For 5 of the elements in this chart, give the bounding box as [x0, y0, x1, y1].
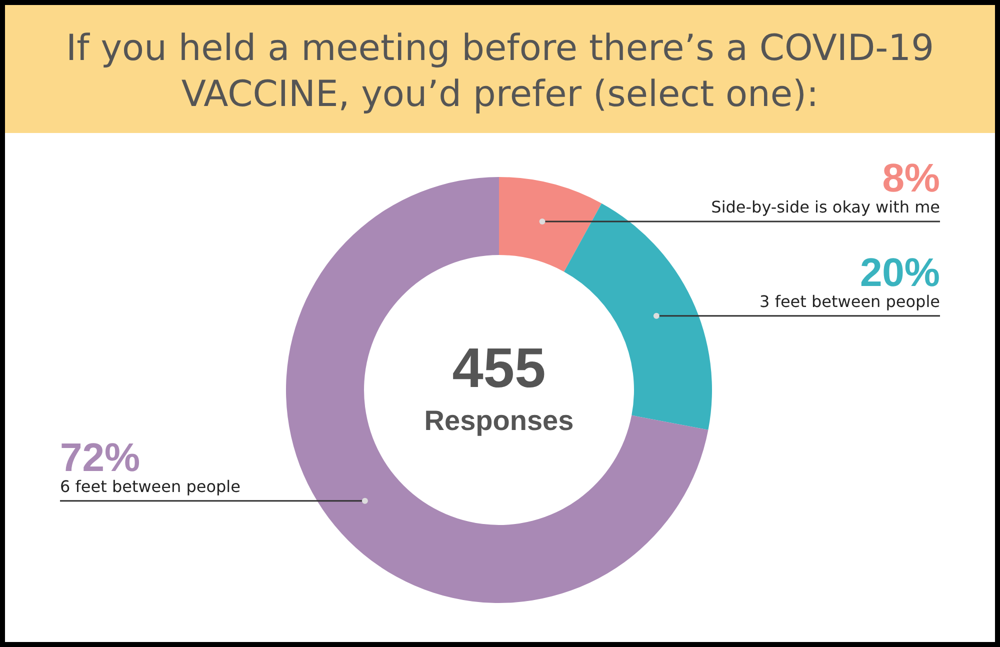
text: 455	[452, 336, 546, 399]
chart-title: If you held a meeting before there’s a COVID-19 VACCINE, you’d prefer (select one):	[66, 28, 934, 115]
donut-slice	[499, 177, 602, 272]
donut-slice	[286, 177, 708, 603]
text: Responses	[424, 405, 574, 436]
